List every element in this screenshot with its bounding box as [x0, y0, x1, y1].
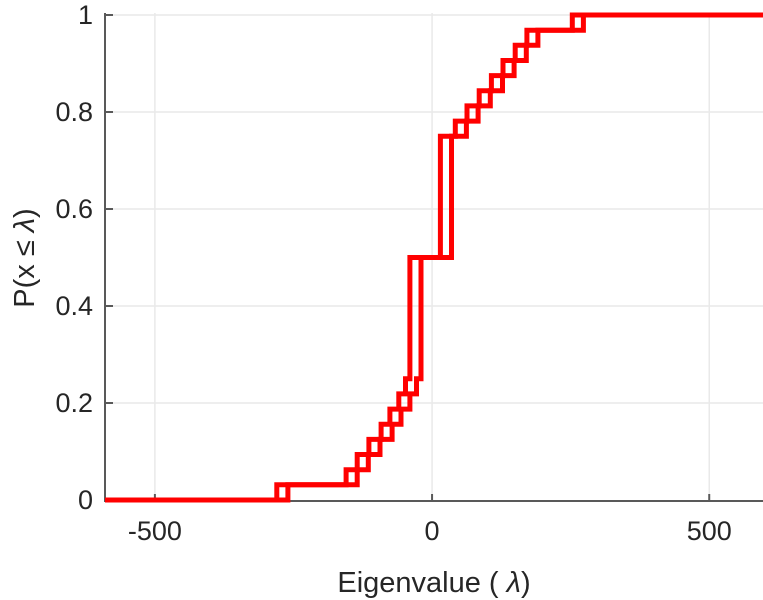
y-tick-label: 0.6 [55, 194, 93, 224]
x-tick-label: 500 [687, 516, 732, 546]
x-axis-label: Eigenvalue ( λ) [337, 567, 530, 599]
y-tick-label: 0 [78, 485, 93, 515]
tick-marks [105, 14, 711, 501]
gridlines [105, 13, 763, 501]
ecdf-curves [105, 12, 763, 503]
ecdf-curve-2 [105, 12, 763, 503]
y-axis-label: P(x ≤ λ) [9, 208, 41, 307]
x-tick-label: -500 [128, 516, 182, 546]
tick-labels: -500 0 500 0 0.2 0.4 0.6 0.8 1 [55, 0, 731, 546]
lambda-symbol: λ [505, 567, 521, 599]
y-tick-label: 0.4 [55, 291, 93, 321]
y-tick-label: 0.8 [55, 97, 93, 127]
y-tick-label: 0.2 [55, 388, 93, 418]
x-tick-label: 0 [425, 516, 440, 546]
lambda-symbol: λ [9, 218, 41, 234]
y-tick-label: 1 [78, 0, 93, 30]
